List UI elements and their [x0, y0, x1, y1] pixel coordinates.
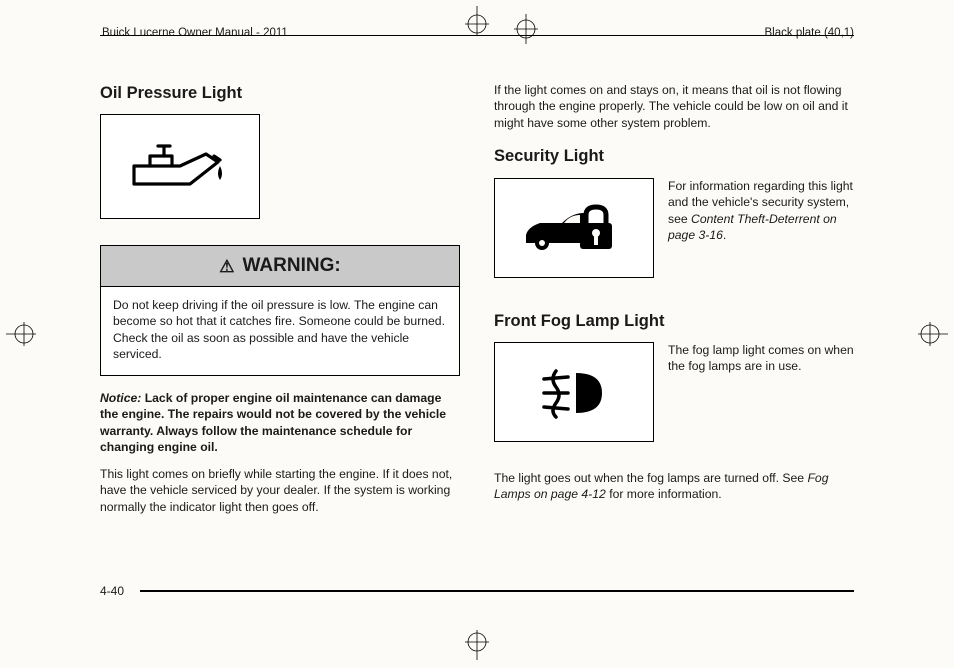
fog-after-a: The light goes out when the fog lamps ar… — [494, 471, 807, 485]
fog-lamp-after-text: The light goes out when the fog lamps ar… — [494, 470, 854, 503]
right-column: If the light comes on and stays on, it m… — [494, 82, 854, 608]
footer-rule — [140, 590, 854, 592]
oil-continuation-paragraph: If the light comes on and stays on, it m… — [494, 82, 854, 131]
security-light-icon — [494, 178, 654, 278]
oil-pressure-heading: Oil Pressure Light — [100, 82, 460, 104]
security-ref: Content Theft-Deterrent on page 3-16 — [668, 212, 837, 242]
left-column: Oil Pressure Light ⚠ W — [100, 82, 460, 608]
security-light-text: For information regarding this light and… — [668, 178, 854, 244]
crop-mark-left-icon — [6, 314, 36, 354]
header-right: Black plate (40,1) — [765, 27, 855, 39]
oil-body-paragraph: This light comes on briefly while starti… — [100, 466, 460, 515]
crop-mark-bottom-icon — [457, 630, 497, 660]
security-text-b: . — [723, 228, 726, 242]
fog-lamp-side-text: The fog lamp light comes on when the fog… — [668, 342, 854, 375]
oil-can-icon — [100, 114, 260, 219]
notice-text: Lack of proper engine oil maintenance ca… — [100, 391, 446, 454]
warning-body: Do not keep driving if the oil pressure … — [101, 287, 459, 375]
page-footer: 4-40 — [100, 584, 854, 598]
warning-box: ⚠ WARNING: Do not keep driving if the oi… — [100, 245, 460, 376]
fog-lamp-icon — [494, 342, 654, 442]
warning-title: WARNING: — [243, 253, 341, 279]
page-number: 4-40 — [100, 584, 124, 598]
notice-paragraph: Notice: Lack of proper engine oil mainte… — [100, 390, 460, 456]
warning-triangle-icon: ⚠ — [219, 258, 234, 275]
crop-mark-right-icon — [918, 314, 948, 354]
header-rule — [100, 35, 854, 36]
warning-header: ⚠ WARNING: — [101, 246, 459, 287]
notice-label: Notice: — [100, 391, 141, 405]
fog-after-b: for more information. — [606, 487, 722, 501]
crop-mark-center-icon — [506, 14, 546, 44]
header-left: Buick Lucerne Owner Manual - 2011 — [102, 27, 288, 39]
security-light-heading: Security Light — [494, 145, 854, 167]
fog-lamp-heading: Front Fog Lamp Light — [494, 310, 854, 332]
